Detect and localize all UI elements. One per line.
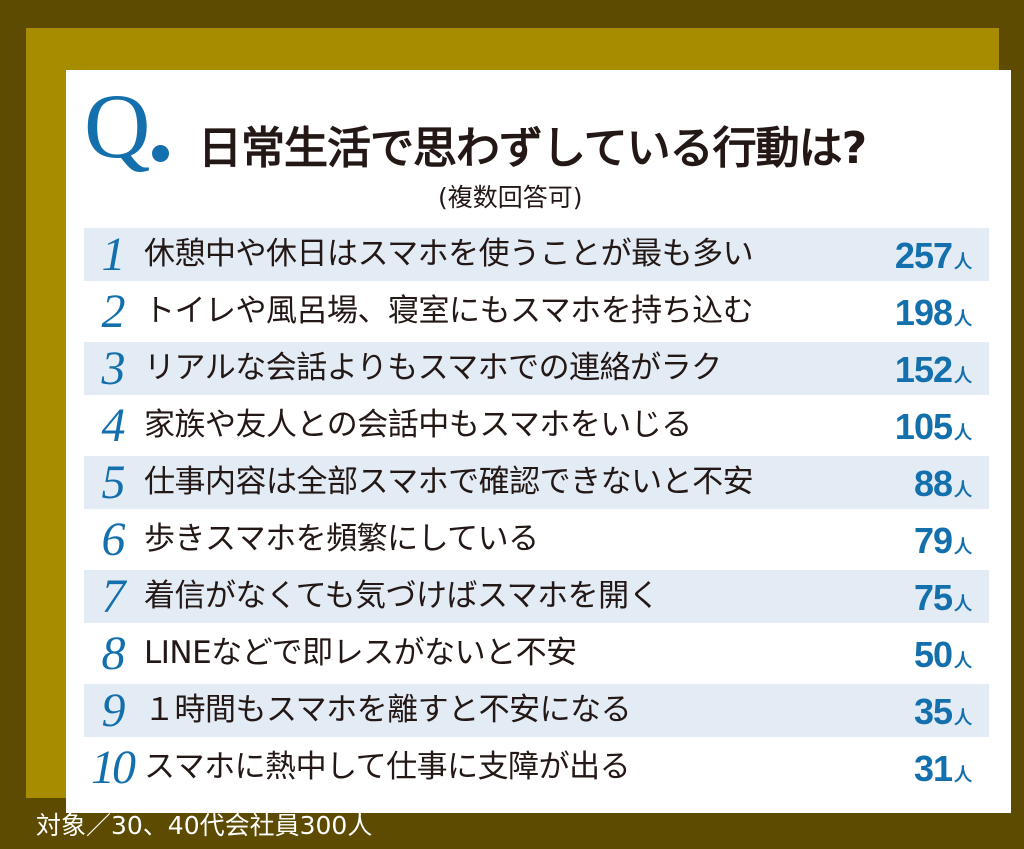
rank-number: 6 (101, 513, 126, 566)
survey-panel: Q 日常生活で思わずしている行動は? (複数回答可) 1 休憩中や休日はスマホを… (66, 70, 1011, 813)
table-row: 1 休憩中や休日はスマホを使うことが最も多い 257 人 (84, 228, 989, 281)
rank-number: 9 (101, 684, 126, 737)
question-subtitle: (複数回答可) (438, 183, 583, 212)
row-label: 家族や友人との会話中もスマホをいじる (144, 407, 692, 443)
q-mark: Q (84, 75, 151, 177)
row-label: LINEなどで即レスがないと不安 (144, 635, 577, 671)
row-count: 75 人 (913, 577, 972, 618)
rank-number: 1 (101, 228, 126, 281)
row-count: 257 人 (894, 235, 972, 276)
row-count: 105 人 (894, 406, 972, 447)
row-count: 79 人 (913, 520, 972, 561)
rank-number: 2 (101, 285, 126, 338)
rank-number: 8 (101, 627, 126, 680)
table-row: 4 家族や友人との会話中もスマホをいじる 105 人 (84, 399, 989, 452)
rank-number: 4 (101, 399, 126, 452)
gold-frame: Q 日常生活で思わずしている行動は? (複数回答可) 1 休憩中や休日はスマホを… (26, 28, 1011, 813)
row-label: スマホに熱中して仕事に支障が出る (144, 749, 631, 785)
survey-footnote: 対象／30、40代会社員300人 (36, 811, 373, 840)
row-label: 歩きスマホを頻繁にしている (144, 521, 539, 557)
table-row: 2 トイレや風呂場、寝室にもスマホを持ち込む 198 人 (84, 285, 989, 338)
table-row: 6 歩きスマホを頻繁にしている 79 人 (84, 513, 989, 566)
row-count: 50 人 (913, 634, 972, 675)
row-count: 35 人 (913, 691, 972, 732)
row-label: 仕事内容は全部スマホで確認できないと不安 (144, 464, 754, 500)
table-row: 9 １時間もスマホを離すと不安になる 35 人 (84, 684, 989, 737)
rank-number: 5 (101, 456, 126, 509)
q-dot-icon (152, 145, 169, 162)
row-count: 31 人 (913, 748, 972, 789)
question-title: 日常生活で思わずしている行動は? (198, 123, 867, 174)
row-label: １時間もスマホを離すと不安になる (144, 692, 632, 728)
table-row: 8 LINEなどで即レスがないと不安 50 人 (84, 627, 989, 680)
rank-number: 7 (101, 570, 126, 623)
row-label: トイレや風呂場、寝室にもスマホを持ち込む (144, 293, 754, 329)
table-row: 3 リアルな会話よりもスマホでの連絡がラク 152 人 (84, 342, 989, 395)
rank-number: 3 (101, 342, 126, 395)
row-label: リアルな会話よりもスマホでの連絡がラク (144, 350, 722, 386)
ranking-table: 1 休憩中や休日はスマホを使うことが最も多い 257 人 2 トイレや風呂場、寝室… (84, 228, 989, 798)
table-row: 7 着信がなくても気づけばスマホを開く 75 人 (84, 570, 989, 623)
row-count: 88 人 (913, 463, 972, 504)
row-label: 休憩中や休日はスマホを使うことが最も多い (144, 236, 754, 272)
table-row: 5 仕事内容は全部スマホで確認できないと不安 88 人 (84, 456, 989, 509)
rank-number: 10 (91, 741, 136, 794)
row-count: 198 人 (894, 292, 972, 333)
row-count: 152 人 (894, 349, 972, 390)
row-label: 着信がなくても気づけばスマホを開く (144, 578, 660, 614)
table-row: 10 スマホに熱中して仕事に支障が出る 31 人 (84, 741, 989, 794)
